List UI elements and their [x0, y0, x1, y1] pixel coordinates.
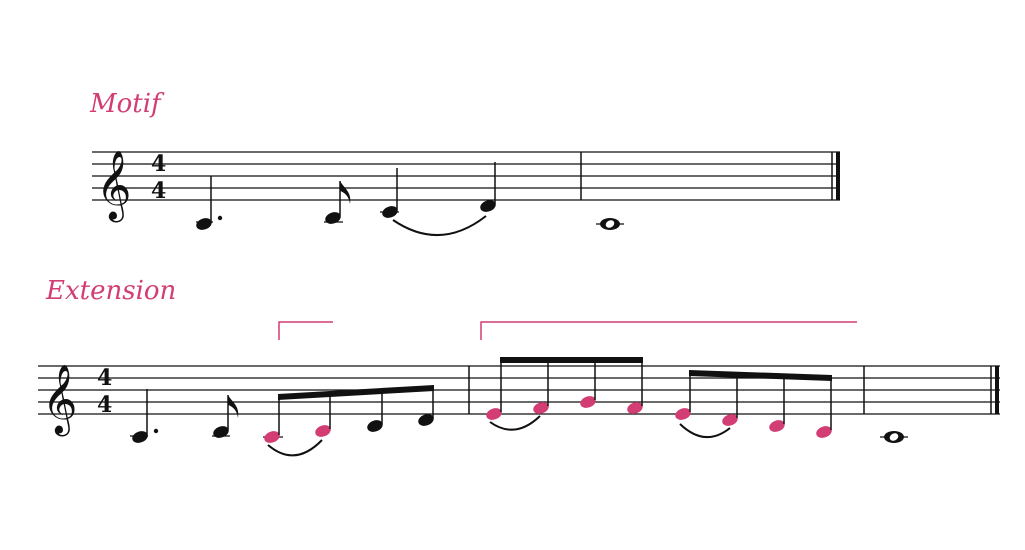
motif-label: Motif	[89, 89, 165, 119]
extension-beam-group-3	[675, 370, 832, 438]
motif-note-3	[380, 168, 399, 218]
extension-beam-group-2	[486, 357, 643, 420]
treble-clef-icon: 𝄞	[42, 364, 77, 436]
extension-slur-1	[267, 439, 323, 457]
extension-final-barline-thick	[995, 366, 999, 414]
motif-note-5	[596, 218, 624, 230]
extension-slur-2	[489, 415, 541, 431]
motif-time-numerator: 4	[151, 151, 166, 177]
extension-note-2	[212, 395, 239, 438]
bracket-group-2	[480, 321, 857, 340]
extension-label: Extension	[45, 276, 176, 306]
extension-slur-3	[679, 423, 731, 438]
extension-beam-group-1	[263, 385, 434, 443]
extension-note-final	[880, 431, 908, 443]
extension-time-denominator: 4	[97, 392, 112, 418]
motif-note-4	[480, 162, 496, 212]
motif-slur	[392, 215, 487, 237]
motif-note-1	[196, 176, 223, 230]
bracket-group-1	[278, 321, 333, 340]
extension-staff	[38, 365, 1000, 415]
extension-time-numerator: 4	[97, 365, 112, 391]
motif-staff	[92, 151, 840, 201]
motif-time-denominator: 4	[151, 178, 166, 204]
motif-final-barline-thick	[836, 152, 840, 200]
extension-note-1	[130, 389, 159, 443]
treble-clef-icon: 𝄞	[96, 150, 131, 222]
motif-note-2	[324, 181, 351, 224]
